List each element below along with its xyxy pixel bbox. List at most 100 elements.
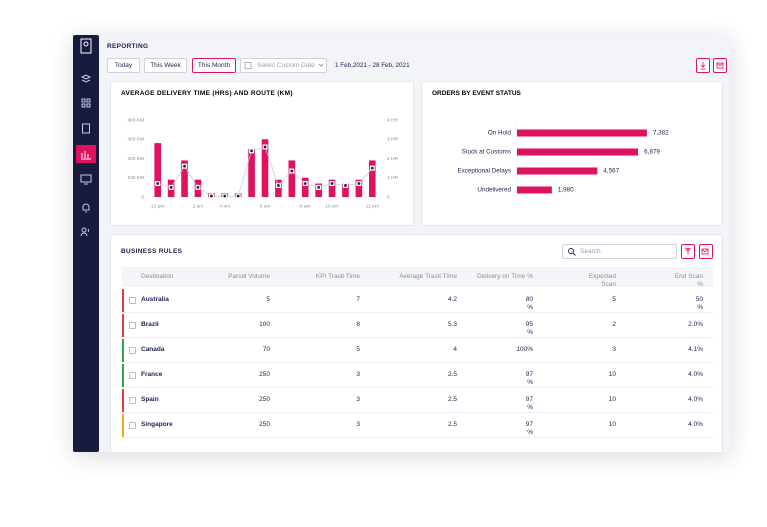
cell: Singapore bbox=[141, 421, 173, 428]
today-button[interactable]: Today bbox=[107, 58, 140, 73]
cell: 5 bbox=[612, 296, 616, 303]
cell: 97 % bbox=[525, 396, 533, 411]
cell: 3 bbox=[356, 421, 360, 428]
cell: 80 % bbox=[525, 296, 533, 311]
y-tick-label: 100 KM bbox=[127, 175, 144, 181]
cell: 4.0% bbox=[688, 421, 703, 428]
column-header: End Scan % bbox=[674, 273, 703, 288]
category-label: Exceptional Delays bbox=[457, 168, 511, 175]
point bbox=[370, 166, 374, 170]
value-label: 6,879 bbox=[644, 149, 660, 156]
status-card: ORDERS BY EVENT STATUS On Hold 7,382 Stuck… bbox=[421, 81, 723, 226]
status-chart: ORDERS BY EVENT STATUS On Hold 7,382 Stuck… bbox=[432, 90, 669, 198]
chart-title: AVERAGE DELIVERY TIME (HRS) AND ROUTE (K… bbox=[121, 90, 293, 97]
column-header: Destination bbox=[141, 273, 174, 280]
bar bbox=[181, 160, 188, 197]
cell: 4.0% bbox=[688, 396, 703, 403]
row-checkbox[interactable] bbox=[129, 322, 136, 329]
column-header: Delivery on Time % bbox=[477, 273, 533, 280]
cell: 10 bbox=[608, 421, 616, 428]
cell: 5 bbox=[356, 346, 360, 353]
cell: Brazil bbox=[141, 321, 159, 328]
row-checkbox[interactable] bbox=[129, 347, 136, 354]
cell: 3 bbox=[356, 371, 360, 378]
point bbox=[250, 149, 253, 153]
cell: 4 bbox=[453, 346, 457, 353]
cell: 2.5 bbox=[447, 421, 457, 428]
point bbox=[263, 145, 267, 149]
x-tick-label: 8 am bbox=[300, 203, 311, 209]
column-header: KPI Trasit Time bbox=[315, 273, 360, 280]
x-tick-label: 4 am bbox=[219, 203, 230, 209]
x-tick-label: 12 pm bbox=[151, 203, 164, 209]
search-box[interactable]: Search bbox=[562, 244, 677, 259]
bar bbox=[261, 139, 269, 197]
cell: 50 % bbox=[695, 296, 703, 311]
row-status bbox=[122, 314, 124, 337]
y-tick-label: 0 bbox=[141, 194, 144, 200]
row-checkbox[interactable] bbox=[129, 422, 136, 429]
bar bbox=[315, 183, 322, 197]
cell: 2.5 bbox=[447, 396, 457, 403]
row-status bbox=[122, 389, 124, 412]
x-tick-label: 6 am bbox=[260, 203, 271, 209]
value-label: 7,382 bbox=[653, 130, 669, 137]
cell: 70 bbox=[262, 346, 270, 353]
cell: 10 bbox=[608, 371, 616, 378]
date-picker[interactable]: Select Custom Date bbox=[240, 58, 327, 73]
cell: 8 bbox=[356, 321, 360, 328]
cell: 4.0% bbox=[688, 371, 703, 378]
cell: 5 bbox=[266, 296, 270, 303]
table-header bbox=[122, 267, 713, 287]
cell: 3 bbox=[356, 396, 360, 403]
y-tick-label: 300 KM bbox=[127, 137, 144, 143]
cell: 2.5 bbox=[447, 371, 457, 378]
row bbox=[122, 363, 713, 388]
y-tick-label: 400 KM bbox=[127, 117, 144, 123]
date-range: 1 Feb,2021 - 28 Feb, 2021 bbox=[335, 62, 410, 69]
table-icons bbox=[685, 248, 709, 255]
bar bbox=[355, 179, 363, 197]
sidebar bbox=[73, 35, 99, 452]
chart-title: ORDERS BY EVENT STATUS bbox=[432, 90, 522, 97]
column-header: Parcel Volume bbox=[228, 273, 270, 280]
cell: Spain bbox=[141, 396, 159, 403]
cell: 7 bbox=[356, 296, 360, 303]
cell: 95 % bbox=[525, 321, 533, 336]
cell: 250 bbox=[259, 421, 270, 428]
row bbox=[122, 338, 713, 363]
row-checkbox[interactable] bbox=[129, 397, 136, 404]
bar bbox=[517, 186, 552, 194]
point bbox=[357, 182, 361, 185]
bar bbox=[275, 179, 282, 197]
date-icons bbox=[244, 62, 324, 69]
category-label: On Hold bbox=[488, 130, 512, 137]
bar bbox=[517, 129, 647, 137]
y2-tick-label: 3 HR bbox=[387, 137, 398, 143]
x-tick-label: 10 am bbox=[325, 203, 338, 209]
x-tick-label: 2 am bbox=[193, 203, 204, 209]
category-label: Stuck at Customs bbox=[462, 149, 511, 156]
bar bbox=[248, 148, 255, 197]
point bbox=[183, 164, 186, 168]
point bbox=[169, 185, 173, 189]
x-tick-label: 12 pm bbox=[366, 203, 379, 209]
column-header: Expected Scan bbox=[588, 273, 616, 288]
cell: 10 bbox=[608, 396, 616, 403]
cell: 5.3 bbox=[447, 321, 457, 328]
active-nav[interactable] bbox=[76, 145, 96, 163]
bar bbox=[517, 167, 598, 175]
row-checkbox[interactable] bbox=[129, 297, 136, 304]
point bbox=[277, 184, 280, 187]
row-checkbox[interactable] bbox=[129, 372, 136, 379]
point bbox=[344, 184, 347, 187]
month-button[interactable]: This Month bbox=[192, 58, 236, 73]
y2-tick-label: 2 HR bbox=[387, 156, 398, 162]
row-status bbox=[122, 414, 124, 437]
category-label: Undelivered bbox=[477, 187, 511, 194]
week-button[interactable]: This Week bbox=[144, 58, 187, 73]
column-header: Average Trasit Time bbox=[399, 273, 457, 280]
cell: 97 % bbox=[525, 371, 533, 386]
bar bbox=[342, 183, 349, 197]
